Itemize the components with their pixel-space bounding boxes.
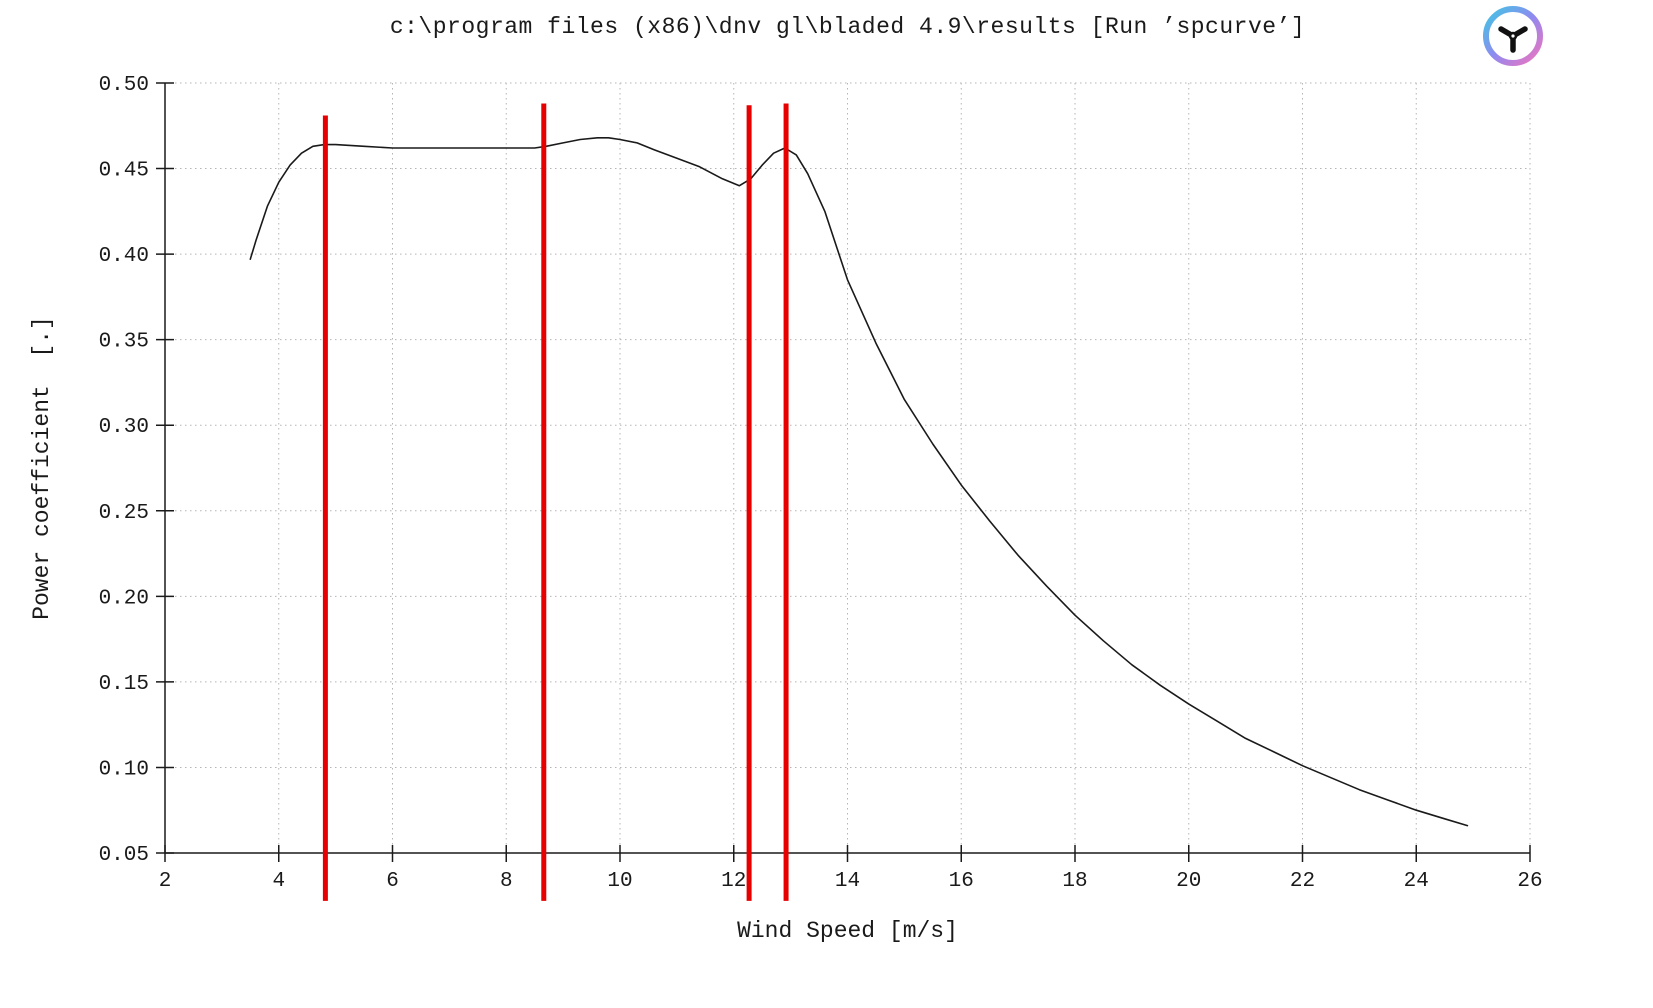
bladed-logo: [1483, 6, 1543, 66]
x-tick-label: 10: [607, 870, 632, 893]
y-tick-label: 0.45: [99, 160, 149, 183]
y-tick-label: 0.20: [99, 587, 149, 610]
power-coefficient-curve: [249, 137, 1469, 827]
y-tick-label: 0.30: [99, 416, 149, 439]
y-tick-label: 0.15: [99, 673, 149, 696]
x-tick-label: 6: [386, 870, 399, 893]
chart-title: c:\program files (x86)\dnv gl\bladed 4.9…: [389, 14, 1306, 40]
x-tick-label: 22: [1290, 870, 1315, 893]
rotor-hub-center: [1511, 34, 1515, 38]
x-tick-label: 26: [1517, 870, 1542, 893]
y-tick-label: 0.50: [99, 74, 149, 97]
x-tick-label: 2: [159, 870, 172, 893]
y-tick-label: 0.05: [99, 844, 149, 867]
x-axis-label: Wind Speed [m/s]: [737, 918, 958, 944]
x-tick-label: 4: [272, 870, 285, 893]
x-tick-label: 12: [721, 870, 746, 893]
y-tick-label: 0.40: [99, 245, 149, 268]
x-tick-label: 8: [500, 870, 513, 893]
x-tick-label: 18: [1062, 870, 1087, 893]
y-tick-label: 0.25: [99, 502, 149, 525]
x-tick-label: 20: [1176, 870, 1201, 893]
x-tick-label: 14: [835, 870, 860, 893]
x-tick-label: 16: [949, 870, 974, 893]
y-tick-label: 0.10: [99, 758, 149, 781]
x-tick-label: 24: [1404, 870, 1429, 893]
y-tick-label: 0.35: [99, 331, 149, 354]
